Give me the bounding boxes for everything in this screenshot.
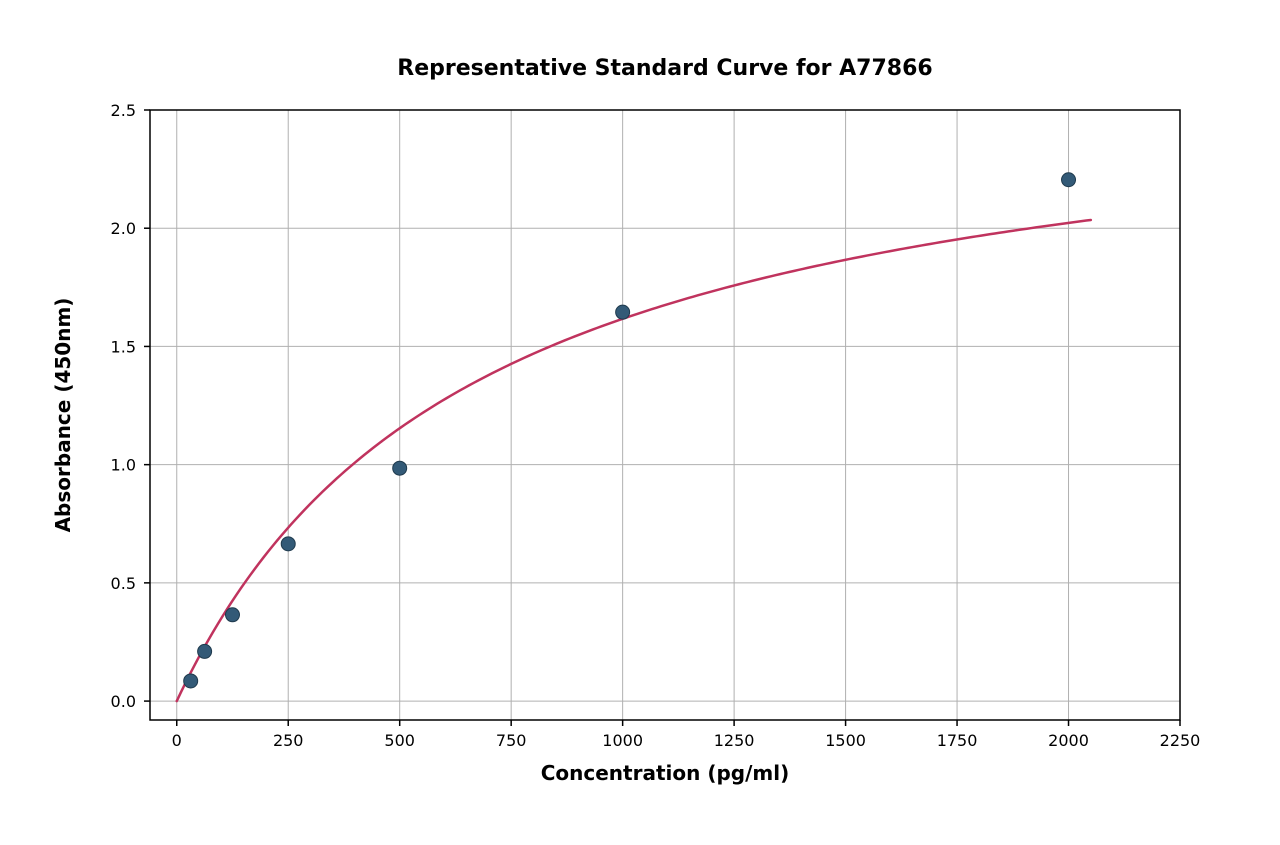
data-point: [1062, 173, 1076, 187]
y-tick-label: 2.0: [111, 219, 136, 238]
chart-title: Representative Standard Curve for A77866: [397, 56, 932, 81]
x-tick-label: 1000: [602, 731, 643, 750]
x-tick-label: 2250: [1160, 731, 1201, 750]
chart-svg: 0 250 500 750 1000 1250 1500 1750 2000 2250 0.0 0.5…: [0, 0, 1280, 845]
data-point: [225, 608, 239, 622]
y-tick-label: 1.0: [111, 456, 136, 475]
x-tick-label: 1250: [714, 731, 755, 750]
chart-container: 0 250 500 750 1000 1250 1500 1750 2000 2250 0.0 0.5…: [0, 0, 1280, 845]
y-tick-label: 0.5: [111, 574, 136, 593]
y-axis-label: Absorbance (450nm): [51, 298, 75, 533]
data-point: [616, 305, 630, 319]
data-point: [198, 644, 212, 658]
x-tick-label: 1500: [825, 731, 866, 750]
x-tick-label: 1750: [937, 731, 978, 750]
x-axis-label: Concentration (pg/ml): [541, 761, 790, 785]
x-tick-label: 2000: [1048, 731, 1089, 750]
x-tick-label: 750: [496, 731, 527, 750]
y-tick-label: 2.5: [111, 101, 136, 120]
data-point: [393, 461, 407, 475]
data-point: [184, 674, 198, 688]
x-tick-label: 500: [384, 731, 415, 750]
y-tick-label: 0.0: [111, 692, 136, 711]
data-point: [281, 537, 295, 551]
plot-bg: [150, 110, 1180, 720]
x-tick-label: 250: [273, 731, 304, 750]
x-tick-label: 0: [172, 731, 182, 750]
y-tick-label: 1.5: [111, 337, 136, 356]
